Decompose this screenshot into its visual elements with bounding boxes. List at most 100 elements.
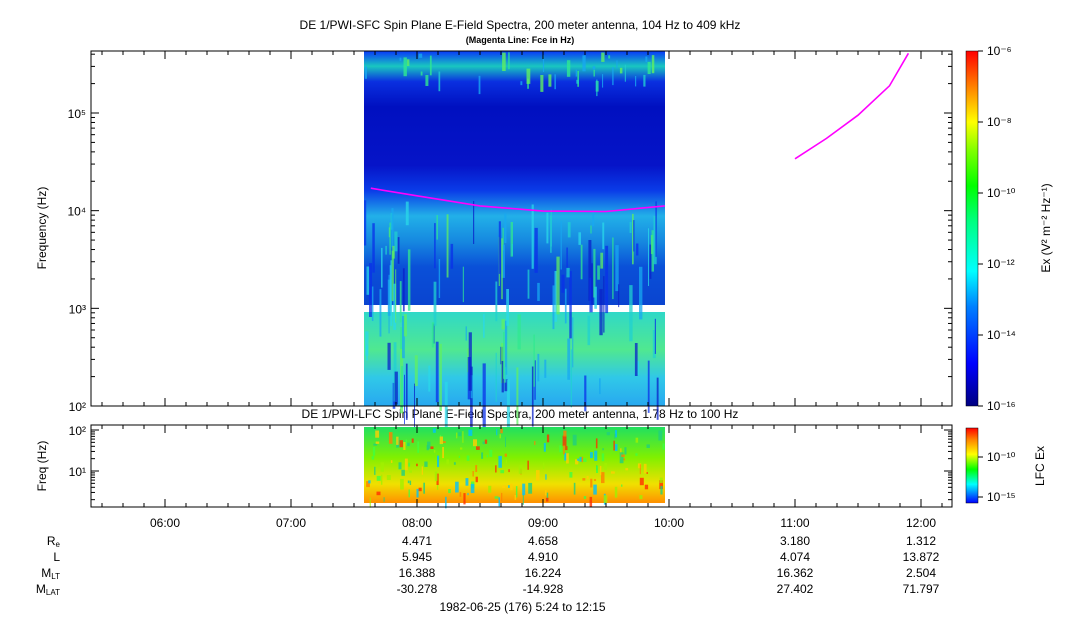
spectrogram-streak <box>603 276 605 333</box>
spectrogram-streak <box>400 327 403 363</box>
spectrogram-streak <box>364 66 367 79</box>
spectrogram-streak <box>591 263 593 305</box>
spectrogram-streak <box>496 429 498 436</box>
lfc-colorbar-tick-label: 10⁻¹⁵ <box>987 490 1016 504</box>
spectrogram-streak <box>639 495 643 500</box>
spectrogram-streak <box>602 74 604 88</box>
spectrogram-streak <box>411 438 414 443</box>
spectrogram-streak <box>624 64 626 82</box>
spectrogram-streak <box>590 452 593 459</box>
spectrogram-streak <box>408 462 411 467</box>
spectrogram-streak <box>515 486 518 498</box>
spectrogram-streak <box>564 288 567 324</box>
spectrogram-streak <box>592 211 595 227</box>
sfc-chart-subtitle: (Magenta Line: Fce in Hz) <box>465 35 575 45</box>
spectrogram-streak <box>372 223 375 273</box>
ephemeris-value: 71.797 <box>902 582 940 596</box>
spectrogram-streak <box>366 481 370 488</box>
spectrogram-streak <box>430 446 434 449</box>
spectrogram-streak <box>522 483 526 496</box>
lfc-y-axis-label: Freq (Hz) <box>35 441 49 492</box>
spectrogram-streak <box>654 318 656 354</box>
lfc-y-tick-label: 10² <box>69 424 86 438</box>
spectrogram-streak <box>594 286 597 309</box>
x-tick-label: 10:00 <box>654 516 684 530</box>
spectrogram-streak <box>369 497 371 508</box>
spectrogram-streak <box>385 245 387 255</box>
fce-line-segment <box>794 52 910 160</box>
spectrogram-streak <box>420 71 423 76</box>
spectrogram-streak <box>438 259 441 298</box>
spectrogram-streak <box>408 489 410 498</box>
spectrogram-streak <box>625 468 629 471</box>
spectrogram-streak <box>659 477 663 483</box>
spectrogram-streak <box>614 486 618 498</box>
spectrogram-streak <box>399 57 402 61</box>
spectrogram-streak <box>644 484 649 490</box>
lfc-colorbar-label: LFC Ex <box>1033 446 1047 486</box>
spectrogram-streak <box>510 222 513 257</box>
spectrogram-streak <box>603 495 608 503</box>
spectrogram-streak <box>526 68 531 84</box>
ephemeris-value: 4.658 <box>527 534 559 548</box>
spectrogram-streak <box>537 282 540 301</box>
spectrogram-streak <box>498 497 500 507</box>
spectrogram-streak <box>643 74 646 87</box>
spectrogram-streak <box>489 449 493 457</box>
spectrogram-streak <box>540 75 544 92</box>
spectrogram-streak <box>594 479 596 481</box>
ephemeris-row-re: Re <box>0 534 1083 549</box>
spectrogram-streak <box>647 61 651 74</box>
x-tick-label: 11:00 <box>780 516 809 530</box>
spectrogram-streak <box>613 440 615 451</box>
spectrogram-streak <box>537 353 540 382</box>
spectrogram-streak <box>545 497 549 502</box>
spectrogram-streak <box>516 367 519 426</box>
sfc-y-tick-label: 10² <box>69 400 86 414</box>
spectrogram-streak <box>373 443 378 446</box>
lfc-colorbar <box>965 427 979 504</box>
spectrogram-streak <box>505 459 507 464</box>
spectrogram-streak <box>561 274 565 293</box>
spectrogram-streak <box>434 223 436 269</box>
spectrogram-streak <box>374 466 376 475</box>
spectrogram-streak <box>651 55 655 74</box>
spectrogram-streak <box>510 483 513 491</box>
spectrogram-streak <box>601 453 605 462</box>
spectrogram-streak <box>401 366 403 408</box>
ephemeris-value: 5.945 <box>401 550 433 564</box>
ephemeris-value: 3.180 <box>779 534 811 548</box>
ephemeris-value: -30.278 <box>396 582 438 596</box>
spectrogram-streak <box>399 281 402 323</box>
spectrogram-streak <box>593 248 596 298</box>
spectrogram-streak <box>599 465 602 476</box>
spectrogram-streak <box>511 243 513 256</box>
ephemeris-value: 4.910 <box>527 550 559 564</box>
sfc-colorbar-tick-label: 10⁻⁶ <box>987 44 1012 58</box>
spectrogram-streak <box>533 334 535 387</box>
spectrogram-streak <box>473 201 475 244</box>
spectrogram-streak <box>508 485 510 488</box>
spectrogram-streak <box>577 70 579 87</box>
spectrogram-streak <box>506 379 510 441</box>
spectrogram-streak <box>425 75 429 86</box>
spectrogram-streak <box>421 466 423 475</box>
sfc-colorbar-tick-label: 10⁻¹⁰ <box>987 186 1016 200</box>
spectrogram-streak <box>504 213 507 243</box>
spectrogram-streak <box>595 438 598 449</box>
spectrogram-streak <box>400 478 404 490</box>
spectrogram-streak <box>527 460 529 470</box>
spectrogram-streak <box>446 459 449 465</box>
ephemeris-row-mlat: MLAT <box>0 582 1083 597</box>
spectrogram-streak <box>371 286 374 321</box>
spectrogram-streak <box>593 69 595 77</box>
spectrogram-streak <box>434 471 438 482</box>
fce-line-segment <box>370 187 665 213</box>
spectrogram-streak <box>473 439 477 447</box>
spectrogram-streak <box>501 238 503 300</box>
spectrogram-streak <box>375 430 380 438</box>
spectrogram-streak <box>517 314 521 350</box>
spectrogram-streak <box>552 285 555 330</box>
spectrogram-streak <box>543 462 545 469</box>
sfc-y-tick-label: 10⁴ <box>67 205 86 219</box>
